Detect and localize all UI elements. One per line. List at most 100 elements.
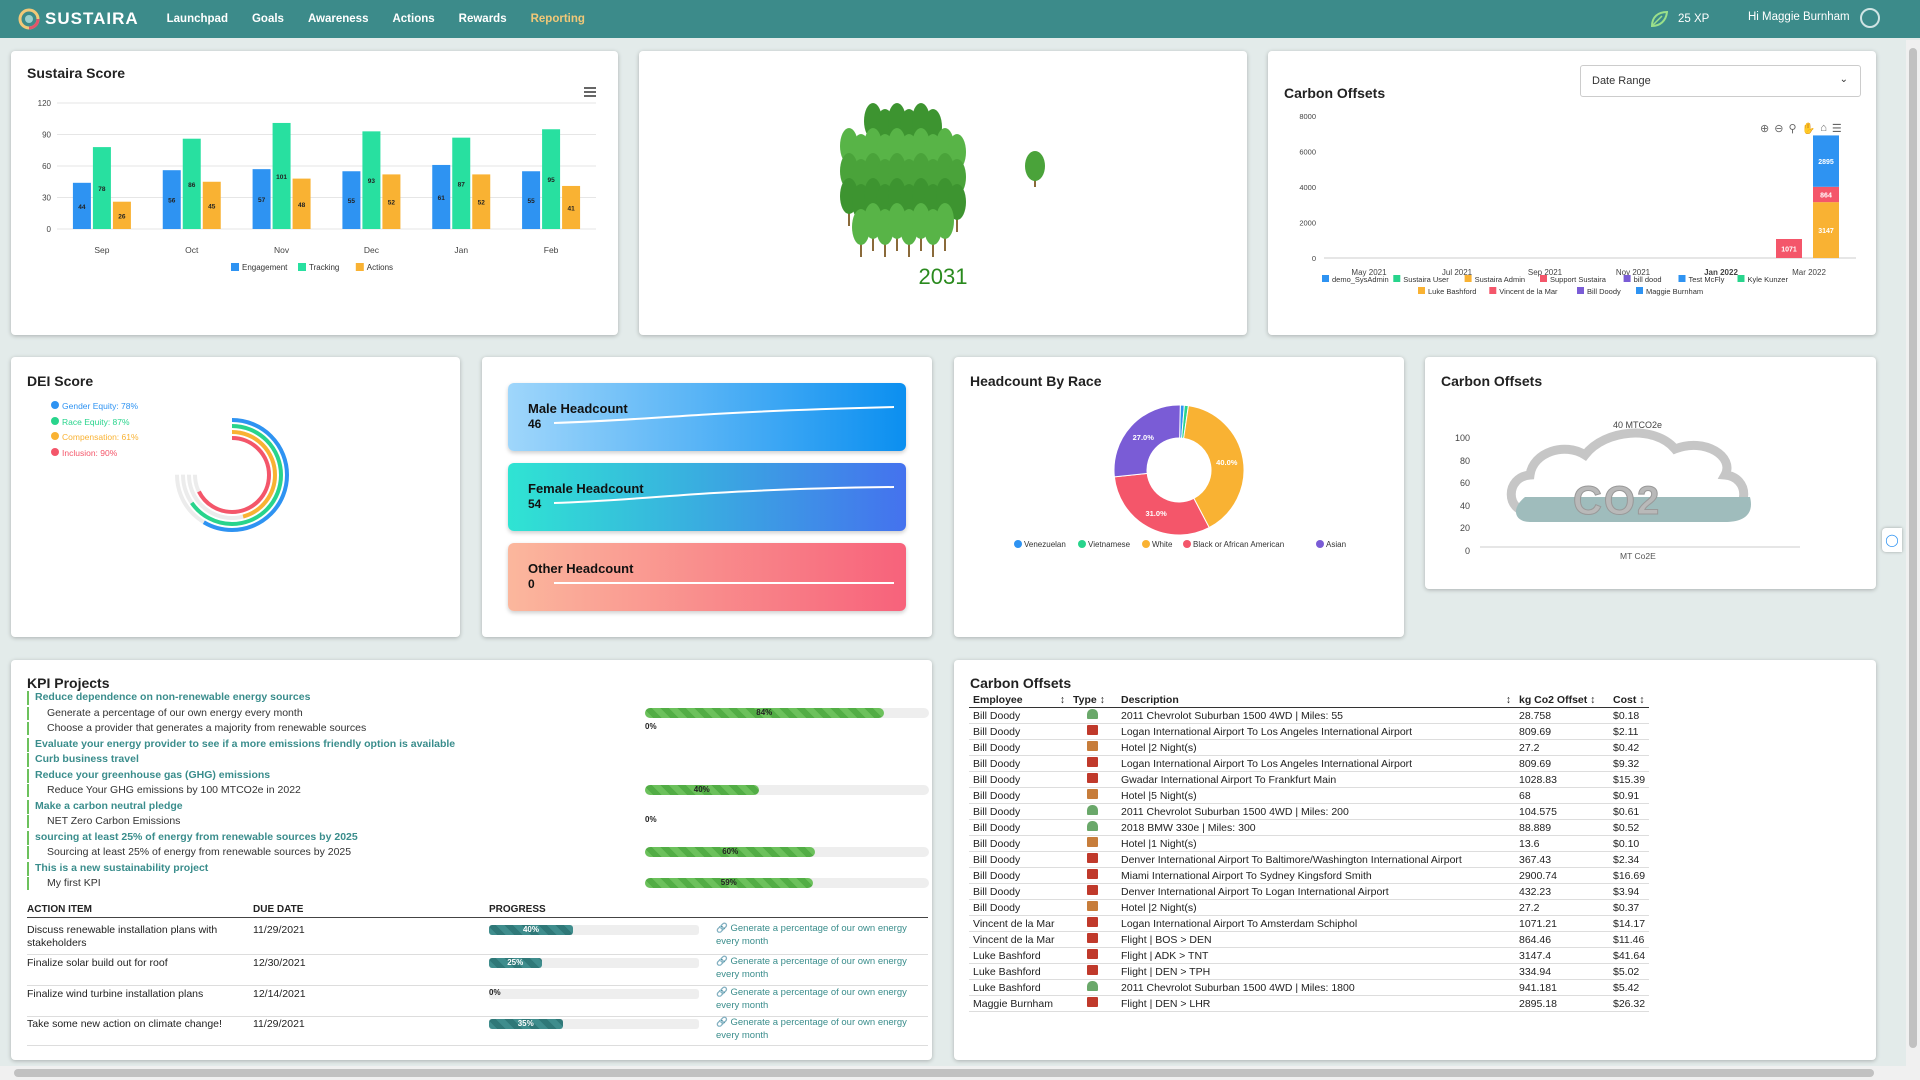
dei-legend-inclusion[interactable]: Inclusion: 90% — [51, 446, 139, 462]
table-row[interactable]: Bill Doody Hotel |2 Night(s) 27.2 $0.42 — [969, 739, 1650, 756]
table-row[interactable]: Maggie Burnham Flight | DEN > LHR 2895.18 $… — [969, 995, 1650, 1012]
female-headcount-tile[interactable]: Female Headcount 54 — [508, 463, 906, 531]
hotel-icon — [1087, 741, 1098, 751]
cell-cost: $14.17 — [1609, 915, 1650, 932]
col-description[interactable]: Description ↕ — [1117, 693, 1515, 708]
x-tick-label: Nov — [274, 245, 290, 255]
kpi-progress-bar: 60% — [645, 847, 929, 857]
kpi-goal[interactable]: This is a new sustainability project — [27, 861, 739, 876]
other-headcount-tile[interactable]: Other Headcount 0 — [508, 543, 906, 611]
user-avatar[interactable] — [1860, 8, 1880, 28]
xp-counter[interactable]: 25 XP — [1650, 11, 1709, 27]
female-headcount-label: Female Headcount — [528, 481, 644, 496]
kpi-subgoal[interactable]: NET Zero Carbon Emissions 0% — [27, 815, 739, 828]
table-row[interactable]: Bill Doody Hotel |2 Night(s) 27.2 $0.37 — [969, 899, 1650, 916]
table-row[interactable]: Luke Bashford Flight | DEN > TPH 334.94 $5.… — [969, 963, 1650, 980]
main-nav: Launchpad Goals Awareness Actions Reward… — [167, 13, 585, 25]
stack-segment — [1813, 135, 1839, 187]
home-icon[interactable]: ⌂ — [1820, 122, 1827, 134]
zoom-out-icon[interactable]: ⊖ — [1774, 123, 1784, 135]
kpi-goal[interactable]: Evaluate your energy provider to see if … — [27, 737, 739, 752]
magnify-icon[interactable]: ⚲ — [1788, 123, 1797, 135]
col-employee[interactable]: Employee ↕ — [969, 693, 1069, 708]
kpi-goal[interactable]: Reduce your greenhouse gas (GHG) emissio… — [27, 768, 739, 783]
nav-awareness[interactable]: Awareness — [307, 13, 369, 25]
action-kpi-link[interactable]: 🔗 Generate a percentage of our own energ… — [716, 986, 926, 1012]
table-row[interactable]: Bill Doody 2018 BMW 330e | Miles: 300 88.8… — [969, 819, 1650, 836]
carbon-offsets-table-card: Carbon Offsets Employee ↕ Type ↕ Descript… — [954, 660, 1876, 1060]
table-row[interactable]: Bill Doody 2011 Chevrolot Suburban 1500 4… — [969, 707, 1650, 724]
nav-launchpad[interactable]: Launchpad — [166, 13, 228, 25]
kpi-goal[interactable]: Make a carbon neutral pledge — [27, 799, 739, 814]
male-headcount-tile[interactable]: Male Headcount 46 — [508, 383, 906, 451]
col-type[interactable]: Type ↕ — [1069, 693, 1117, 708]
donut-slice-asian — [1113, 404, 1181, 478]
table-row[interactable]: Luke Bashford Flight | ADK > TNT 3147.4 $41… — [969, 947, 1650, 964]
pan-icon[interactable]: ✋ — [1801, 123, 1816, 135]
table-row[interactable]: Vincent de la Mar Logan International Air… — [969, 915, 1650, 932]
cell-employee: Bill Doody — [969, 835, 1069, 852]
action-kpi-link[interactable]: 🔗 Generate a percentage of our own energ… — [716, 955, 926, 981]
data-label: 1071 — [1781, 246, 1797, 253]
table-row[interactable]: Bill Doody Hotel |1 Night(s) 13.6 $0.10 — [969, 835, 1650, 852]
kpi-subgoal[interactable]: Choose a provider that generates a major… — [27, 722, 739, 735]
nav-reporting[interactable]: Reporting — [530, 13, 585, 25]
action-kpi-link[interactable]: 🔗 Generate a percentage of our own energ… — [716, 1016, 926, 1042]
bar-engagement — [342, 171, 361, 229]
dei-legend-compensation[interactable]: Compensation: 61% — [51, 430, 139, 446]
table-row[interactable]: Luke Bashford 2011 Chevrolot Suburban 150… — [969, 979, 1650, 996]
bar-actions — [472, 174, 491, 229]
vertical-scrollbar[interactable] — [1906, 40, 1920, 1080]
dei-legend-race[interactable]: Race Equity: 87% — [51, 415, 139, 431]
kpi-subgoal[interactable]: Generate a percentage of our own energy … — [27, 706, 929, 720]
data-label: 41 — [567, 205, 575, 212]
action-row[interactable]: Finalize solar build out for roof 12/30/2… — [27, 955, 928, 986]
action-row[interactable]: Take some new action on climate change! 1… — [27, 1016, 928, 1046]
bar-actions — [112, 201, 131, 229]
nav-goals[interactable]: Goals — [251, 13, 284, 25]
table-row[interactable]: Bill Doody Logan International Airport To… — [969, 723, 1650, 740]
action-kpi-link[interactable]: 🔗 Generate a percentage of our own energ… — [716, 922, 926, 948]
table-row[interactable]: Bill Doody Gwadar International Airport T… — [969, 771, 1650, 788]
table-row[interactable]: Bill Doody Denver International Airport T… — [969, 883, 1650, 900]
col-cost[interactable]: Cost ↕ — [1609, 693, 1650, 708]
action-row[interactable]: Finalize wind turbine installation plans… — [27, 986, 928, 1017]
action-row[interactable]: Discuss renewable installation plans wit… — [27, 922, 928, 955]
zoom-in-icon[interactable]: ⊕ — [1760, 123, 1770, 135]
dei-legend-gender[interactable]: Gender Equity: 78% — [51, 399, 139, 415]
nav-actions[interactable]: Actions — [392, 13, 435, 25]
data-label: 61 — [438, 195, 446, 202]
kpi-subgoal[interactable]: My first KPI 59% — [27, 877, 929, 890]
table-row[interactable]: Bill Doody Hotel |5 Night(s) 68 $0.91 — [969, 787, 1650, 804]
data-label: 55 — [348, 198, 356, 205]
table-row[interactable]: Bill Doody Logan International Airport To… — [969, 755, 1650, 772]
cell-type — [1069, 739, 1117, 756]
chat-icon[interactable]: ◯ — [1882, 528, 1902, 552]
table-row[interactable]: Bill Doody Miami International Airport To… — [969, 867, 1650, 884]
table-row[interactable]: Vincent de la Mar Flight | BOS > DEN 864.4… — [969, 931, 1650, 948]
table-row[interactable]: Bill Doody Denver International Airport T… — [969, 851, 1650, 868]
horizontal-scrollbar[interactable] — [0, 1066, 1906, 1080]
chart-menu-icon[interactable] — [584, 87, 596, 97]
x-tick-label: May 2021 — [1351, 268, 1387, 277]
col-kg-co2[interactable]: kg Co2 Offset ↕ — [1515, 693, 1609, 708]
kpi-goal[interactable]: Reduce dependence on non-renewable energ… — [27, 691, 739, 705]
nav-rewards[interactable]: Rewards — [458, 13, 507, 25]
kpi-subgoal[interactable]: Reduce Your GHG emissions by 100 MTCO2e … — [27, 784, 929, 797]
action-progress-fill: 25% — [489, 958, 542, 968]
kpi-subgoal[interactable]: Sourcing at least 25% of energy from ren… — [27, 846, 929, 859]
cell-description: Hotel |5 Night(s) — [1117, 787, 1515, 804]
table-row[interactable]: Bill Doody 2011 Chevrolot Suburban 1500 4… — [969, 803, 1650, 820]
data-label: 57 — [258, 197, 266, 204]
kpi-goal[interactable]: Curb business travel — [27, 753, 739, 767]
male-headcount-value: 46 — [528, 417, 542, 431]
kpi-goal[interactable]: sourcing at least 25% of energy from ren… — [27, 830, 739, 845]
menu-icon[interactable]: ☰ — [1831, 123, 1842, 135]
date-range-select[interactable]: Date Range ⌄ — [1580, 65, 1861, 97]
cell-employee: Bill Doody — [969, 851, 1069, 868]
user-greeting[interactable]: Hi Maggie Burnham — [1748, 11, 1850, 23]
sustaira-score-card: Sustaira Score 0 30 60 90 120 Sep 44 78 26 Oct 56 8… — [11, 51, 618, 335]
legend-label: Engagement — [242, 263, 288, 272]
brand-logo[interactable]: SUSTAIRA — [18, 8, 139, 30]
carbon-offsets-stacked-chart: 0 2000 4000 6000 8000 May 2021 Jul 2021 Sep 202… — [1299, 112, 1856, 296]
